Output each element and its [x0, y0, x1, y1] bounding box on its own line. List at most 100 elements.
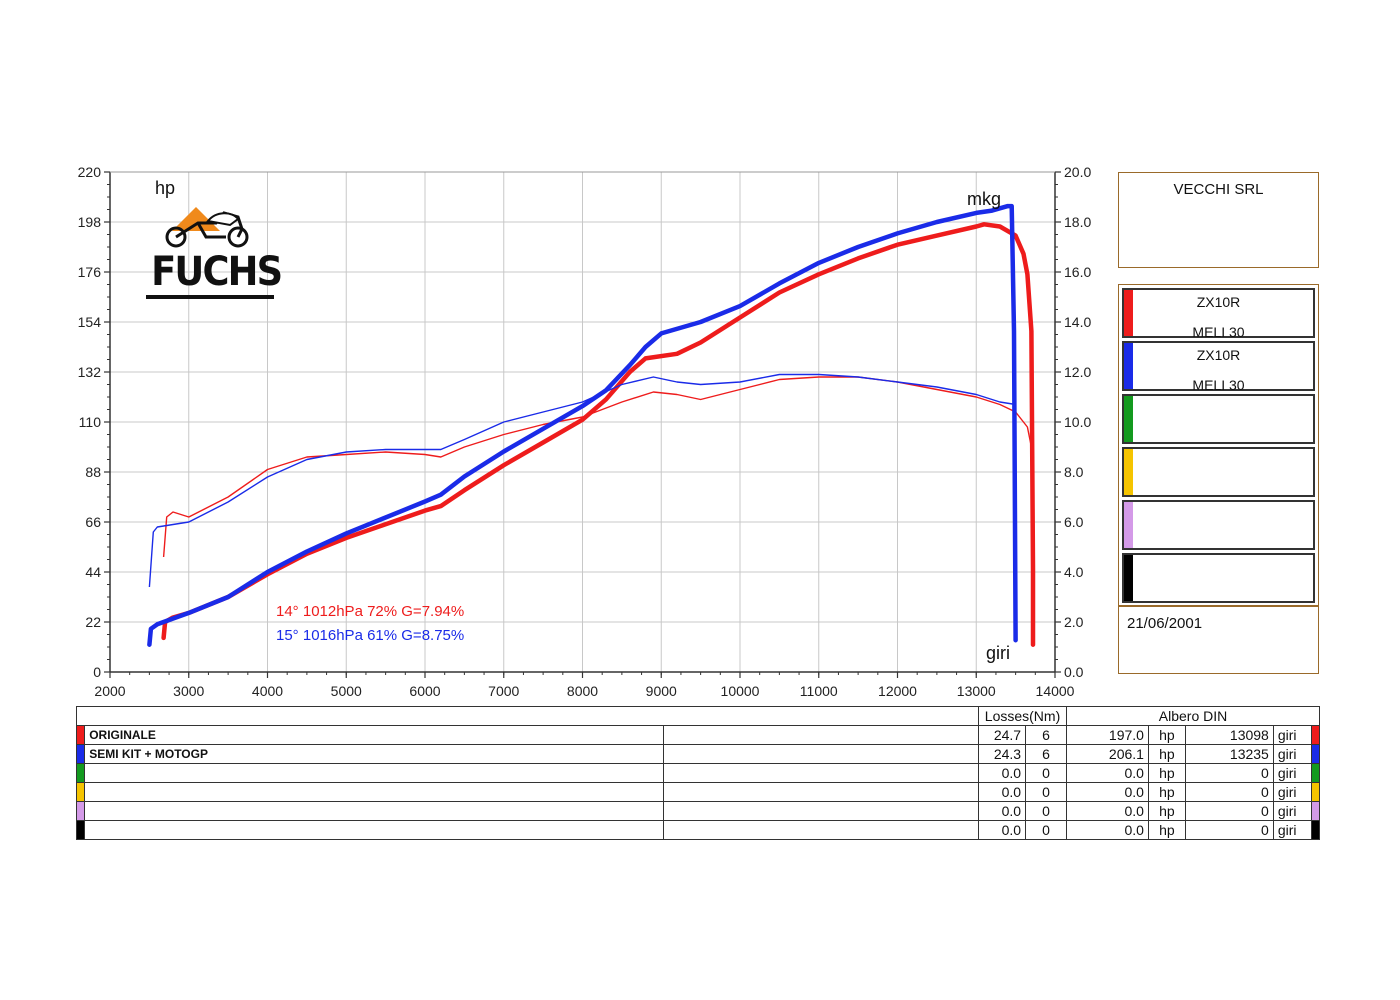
table-row[interactable]: 0.0 0 0.0 hp 0 giri	[75, 801, 1321, 821]
legend-slot-1[interactable]: ZX10R MELI 30	[1122, 288, 1315, 340]
table-row[interactable]: 0.0 0 0.0 hp 0 giri	[75, 820, 1321, 840]
run-name: SEMI KIT + MOTOGP	[84, 744, 664, 764]
rpm-value: 0	[1184, 763, 1274, 783]
legend-slot-1-line1: ZX10R	[1196, 294, 1241, 310]
y-left-tick-label: 176	[78, 264, 102, 280]
x-tick-label: 5000	[331, 683, 362, 699]
row-color-swatch	[75, 801, 86, 821]
legend-color-green	[1124, 396, 1133, 442]
legend-slot-1-line2: MELI 30	[1192, 324, 1245, 340]
y-right-tick-label: 12.0	[1064, 364, 1091, 380]
row-color-swatch	[1310, 744, 1321, 764]
run-name: ORIGINALE	[84, 725, 664, 745]
legend-color-black	[1124, 555, 1133, 601]
torque-line-originale	[162, 376, 1033, 558]
hp-unit: hp	[1147, 744, 1186, 764]
x-tick-label: 10000	[721, 683, 760, 699]
albero-header: Albero DIN	[1066, 706, 1320, 726]
motorcycle-logo-icon	[146, 207, 274, 299]
legend-slot-3[interactable]	[1122, 394, 1315, 444]
y-left-tick-label: 88	[85, 464, 101, 480]
x-tick-label: 14000	[1036, 683, 1075, 699]
row-color-swatch	[1310, 782, 1321, 802]
company-box: VECCHI SRL	[1118, 172, 1319, 268]
x-tick-label: 13000	[957, 683, 996, 699]
losses-header: Losses(Nm)	[977, 706, 1068, 726]
rpm-value: 13098	[1184, 725, 1274, 745]
table-row[interactable]: 0.0 0 0.0 hp 0 giri	[75, 782, 1321, 802]
y-left-tick-label: 22	[85, 614, 101, 630]
company-name: VECCHI SRL	[1173, 181, 1264, 198]
test-date: 21/06/2001	[1127, 615, 1203, 632]
row-color-swatch	[75, 744, 86, 764]
legend-color-red	[1124, 290, 1133, 336]
x-tick-label: 4000	[252, 683, 283, 699]
hp-value: 197.0	[1066, 725, 1149, 745]
y-right-tick-label: 20.0	[1064, 164, 1091, 180]
conditions-semikit: 15° 1016hPa 61% G=8.75%	[276, 627, 464, 644]
conditions-original: 14° 1012hPa 72% G=7.94%	[276, 603, 464, 620]
hp-unit: hp	[1147, 763, 1186, 783]
y-left-tick-label: 132	[78, 364, 102, 380]
table-header-row: Losses(Nm) Albero DIN	[76, 706, 1320, 726]
x-tick-label: 9000	[646, 683, 677, 699]
table-row[interactable]: 0.0 0 0.0 hp 0 giri	[75, 763, 1321, 783]
x-tick-label: 6000	[409, 683, 440, 699]
run-name	[84, 763, 664, 783]
rpm-value: 0	[1184, 801, 1274, 821]
table-row[interactable]: ORIGINALE 24.7 6 197.0 hp 13098 giri	[75, 725, 1321, 745]
loss-value: 0.0	[977, 801, 1027, 821]
legend-color-blue	[1124, 343, 1133, 389]
y-left-tick-label: 0	[93, 664, 101, 680]
row-color-swatch	[1310, 820, 1321, 840]
rpm-unit: giri	[1272, 801, 1312, 821]
y-right-tick-label: 0.0	[1064, 664, 1084, 680]
legend-slot-6[interactable]	[1122, 553, 1315, 603]
row-color-swatch	[1310, 725, 1321, 745]
rpm-unit: giri	[1272, 820, 1312, 840]
power-line-semi-kit	[147, 203, 1018, 647]
torque-line-semi-kit	[148, 373, 1016, 588]
hp-unit: hp	[1147, 801, 1186, 821]
rpm-unit: giri	[1272, 782, 1312, 802]
y-left-tick-label: 154	[78, 314, 102, 330]
row-color-swatch	[75, 725, 86, 745]
x-tick-label: 8000	[567, 683, 598, 699]
date-box: 21/06/2001	[1118, 606, 1319, 674]
legend-slot-2[interactable]: ZX10R MELI 30	[1122, 341, 1315, 393]
chart-series	[147, 203, 1036, 647]
hp-unit: hp	[1147, 782, 1186, 802]
table-row[interactable]: SEMI KIT + MOTOGP 24.3 6 206.1 hp 13235 …	[75, 744, 1321, 764]
y-left-tick-label: 66	[85, 514, 101, 530]
y-right-tick-label: 4.0	[1064, 564, 1084, 580]
hp-unit: hp	[1147, 725, 1186, 745]
rpm-unit: giri	[1272, 744, 1312, 764]
y-right-unit-label: mkg	[967, 189, 1001, 209]
row-color-swatch	[75, 820, 86, 840]
hp-value: 0.0	[1066, 763, 1149, 783]
y-left-axis-ticks: 0 22 44 66 88 110 132 154 176 198 220	[78, 164, 110, 680]
x-tick-label: 3000	[173, 683, 204, 699]
y-right-tick-label: 18.0	[1064, 214, 1091, 230]
row-color-swatch	[75, 763, 86, 783]
y-right-tick-label: 6.0	[1064, 514, 1084, 530]
fuchs-logo: FUCHS	[146, 205, 283, 301]
legend-color-yellow	[1124, 449, 1133, 495]
legend-slot-4[interactable]	[1122, 447, 1315, 497]
y-left-tick-label: 198	[78, 214, 102, 230]
legend-color-lilac	[1124, 502, 1133, 548]
x-unit-label: giri	[986, 643, 1010, 663]
x-tick-label: 7000	[488, 683, 519, 699]
rpm-value: 0	[1184, 820, 1274, 840]
legend-slot-5[interactable]	[1122, 500, 1315, 550]
legend-slot-2-line2: MELI 30	[1192, 377, 1245, 393]
rpm-value: 0	[1184, 782, 1274, 802]
rpm-unit: giri	[1272, 763, 1312, 783]
loss-count: 6	[1025, 725, 1068, 745]
y-left-unit-label: hp	[155, 178, 175, 198]
x-axis-ticks: 2000 3000 4000 5000 6000 7000 8000 9000 10000 110…	[94, 672, 1075, 699]
hp-value: 0.0	[1066, 801, 1149, 821]
hp-value: 0.0	[1066, 782, 1149, 802]
rpm-value: 13235	[1184, 744, 1274, 764]
y-right-tick-label: 2.0	[1064, 614, 1084, 630]
